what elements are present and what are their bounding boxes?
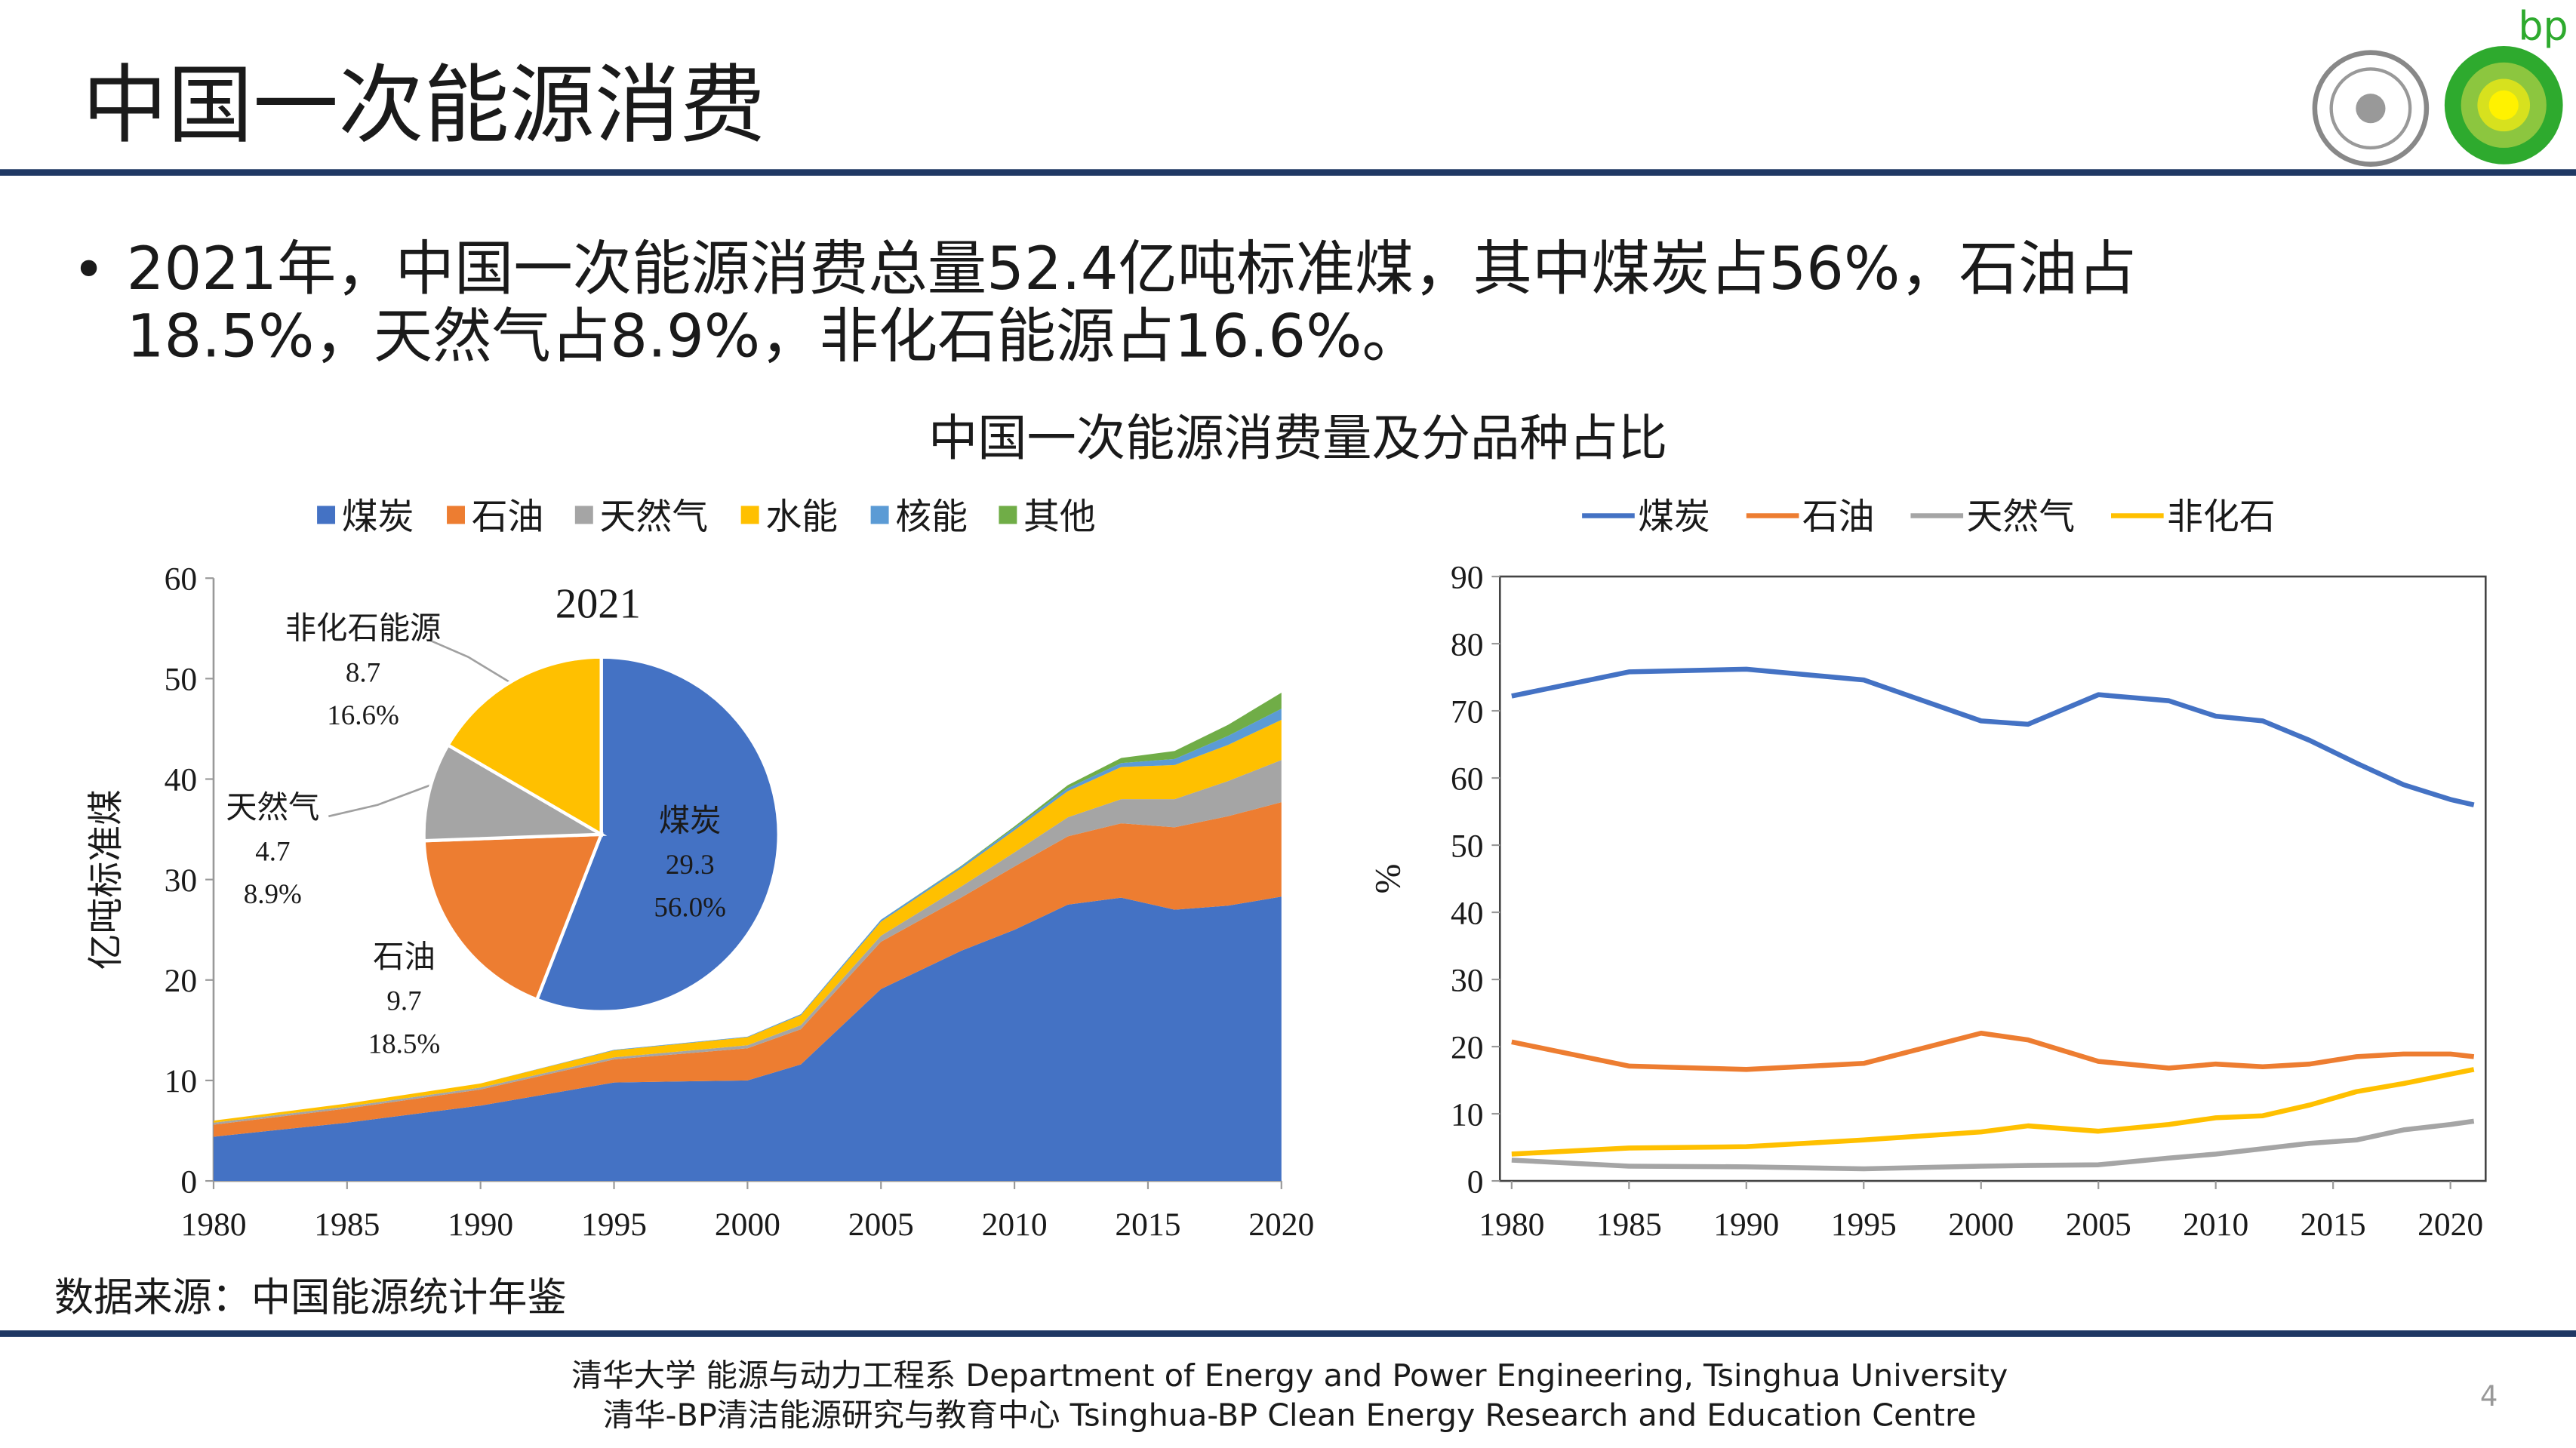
- y-tick-label: 60: [165, 561, 198, 597]
- y-tick-label: 20: [165, 963, 198, 999]
- footer-line: 清华-BP清洁能源研究与教育中心 Tsinghua-BP Clean Energ…: [603, 1397, 1977, 1433]
- bp-logo: [2444, 45, 2563, 164]
- legend-label: 水能: [765, 497, 838, 537]
- slide-title: 中国一次能源消费: [82, 56, 765, 155]
- pie-slice: [422, 742, 608, 843]
- legend-label: 煤炭: [1638, 497, 1710, 537]
- legend-label: 其他: [1023, 497, 1096, 537]
- line: [1511, 1030, 2475, 1072]
- bullet-line: 2021年，中国一次能源消费总量52.4亿吨标准煤，其中煤炭占56%，石油占: [127, 235, 2137, 303]
- legend-label: 石油: [1802, 497, 1875, 537]
- y-axis-label: %: [1368, 864, 1408, 894]
- line: [1511, 1067, 2475, 1157]
- legend-label: 天然气: [1966, 497, 2075, 537]
- legend-label: 非化石: [2167, 497, 2276, 537]
- bp-logo-text: bp: [2518, 4, 2568, 49]
- x-tick-label: 1995: [581, 1207, 647, 1243]
- legend-label: 核能: [895, 497, 968, 537]
- y-tick-label: 80: [1451, 626, 1484, 663]
- legend-label: 石油: [472, 497, 544, 537]
- pie-label-name: 非化石能源: [285, 611, 442, 646]
- pie-label-percent: 56.0%: [654, 893, 726, 924]
- y-tick-label: 60: [1451, 761, 1484, 797]
- x-tick-label: 2005: [2066, 1207, 2131, 1243]
- area: [213, 719, 1282, 1123]
- pie-label-name: 天然气: [226, 790, 319, 825]
- x-tick-label: 1980: [1479, 1207, 1544, 1243]
- university-seal: [2312, 50, 2430, 167]
- legend-label: 煤炭: [342, 497, 414, 537]
- line: [1511, 1118, 2475, 1172]
- pie-slice: [422, 832, 604, 1002]
- pie-leaders: [328, 639, 523, 818]
- x-tick-label: 2015: [2301, 1207, 2366, 1243]
- area: [213, 802, 1282, 1137]
- chart-title: 中国一次能源消费量及分品种占比: [928, 410, 1667, 467]
- x-tick-label: 1995: [1831, 1207, 1897, 1243]
- x-tick-label: 1985: [314, 1207, 380, 1243]
- plot-frame: [1498, 575, 2487, 1182]
- legend-label: 天然气: [599, 497, 708, 537]
- x-tick-label: 1990: [448, 1207, 513, 1243]
- pie-label-value: 9.7: [386, 986, 421, 1017]
- pie-label-name: 煤炭: [659, 803, 722, 838]
- pie-label-value: 29.3: [666, 850, 715, 881]
- pie-label-percent: 8.9%: [244, 879, 302, 910]
- y-tick-label: 40: [1451, 895, 1484, 931]
- y-tick-label: 30: [165, 862, 198, 899]
- y-tick-label: 30: [1451, 962, 1484, 998]
- y-axis-label: 亿吨标准煤: [87, 789, 127, 970]
- legend-swatch: [870, 506, 889, 524]
- x-tick-label: 2020: [2418, 1207, 2483, 1243]
- x-tick-label: 1985: [1596, 1207, 1662, 1243]
- legend-swatch: [999, 506, 1017, 524]
- x-tick-label: 2010: [982, 1207, 1048, 1243]
- pie-title: 2021: [556, 580, 641, 627]
- y-tick-label: 0: [180, 1164, 197, 1200]
- x-tick-label: 1990: [1713, 1207, 1779, 1243]
- line: [1511, 666, 2475, 807]
- x-tick-label: 2020: [1248, 1207, 1314, 1243]
- legend-swatch: [574, 506, 593, 524]
- pie-label-percent: 18.5%: [368, 1028, 441, 1059]
- y-tick-label: 70: [1451, 693, 1484, 730]
- page-number: 4: [2480, 1380, 2498, 1413]
- x-tick-label: 2015: [1115, 1207, 1180, 1243]
- pie-slice: [534, 655, 780, 1014]
- x-tick-label: 2005: [848, 1207, 914, 1243]
- bullet-dot: •: [72, 238, 106, 303]
- footer-line: 清华大学 能源与动力工程系 Department of Energy and P…: [571, 1357, 2008, 1394]
- y-tick-label: 0: [1467, 1164, 1484, 1200]
- pie-label-name: 石油: [373, 939, 435, 974]
- x-tick-label: 2000: [715, 1207, 780, 1243]
- source-note: 数据来源：中国能源统计年鉴: [54, 1275, 567, 1320]
- x-tick-label: 2010: [2183, 1207, 2248, 1243]
- y-tick-label: 20: [1451, 1029, 1484, 1065]
- y-tick-label: 90: [1451, 559, 1484, 595]
- pie-label-value: 4.7: [255, 837, 290, 868]
- y-tick-label: 40: [165, 762, 198, 798]
- y-tick-label: 10: [165, 1063, 198, 1099]
- x-tick-label: 2000: [1948, 1207, 2014, 1243]
- bullet-line: 18.5%，天然气占8.9%，非化石能源占16.6%。: [127, 302, 1421, 370]
- area: [213, 896, 1282, 1182]
- pie-label-percent: 16.6%: [327, 700, 399, 731]
- y-tick-label: 50: [1451, 828, 1484, 864]
- legend-swatch: [447, 506, 465, 524]
- legend-swatch: [740, 506, 759, 524]
- y-tick-label: 10: [1451, 1096, 1484, 1133]
- pie-label-value: 8.7: [346, 657, 380, 688]
- pie-slice: [445, 655, 603, 838]
- y-tick-label: 50: [165, 662, 198, 698]
- legend-swatch: [317, 506, 336, 524]
- x-tick-label: 1980: [180, 1207, 246, 1243]
